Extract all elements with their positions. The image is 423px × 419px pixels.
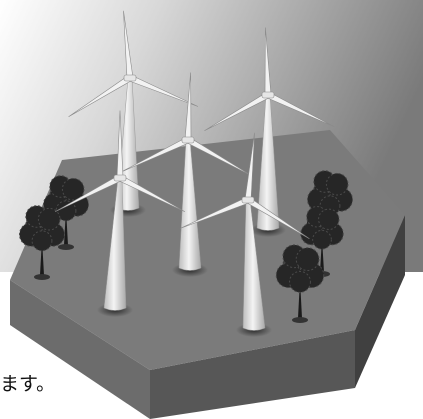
tree-trunk [320, 238, 324, 272]
tree-crown [295, 247, 320, 272]
tree-trunk [40, 239, 44, 275]
turbine-nacelle [113, 174, 127, 182]
turbine-tower [256, 94, 280, 231]
tree-crown [37, 207, 61, 231]
tree-crown [318, 208, 340, 231]
tree-crown [289, 270, 311, 293]
tree-trunk [64, 209, 68, 245]
scene [19, 10, 353, 337]
turbine-nacelle [261, 91, 275, 99]
tree-shadow [58, 244, 74, 250]
turbine-nacelle [241, 196, 255, 204]
tree-shadow [34, 274, 50, 280]
platform-front-face [150, 330, 355, 419]
platform-left-face [10, 280, 150, 419]
turbine-tower [242, 199, 266, 331]
turbine-nacelle [181, 136, 195, 144]
tree-crown [31, 230, 53, 252]
tree-shadow [292, 317, 308, 323]
turbine-nacelle [123, 74, 137, 82]
turbine-tower [178, 139, 202, 271]
tree-crown [325, 172, 349, 196]
tree-crown [312, 229, 332, 250]
tree-crown [61, 177, 85, 201]
tree-crown [55, 200, 77, 222]
tree-trunk [298, 280, 302, 318]
turbine-tower [103, 177, 127, 311]
caption: ます。 [0, 373, 55, 395]
platform-right-face [355, 215, 405, 388]
